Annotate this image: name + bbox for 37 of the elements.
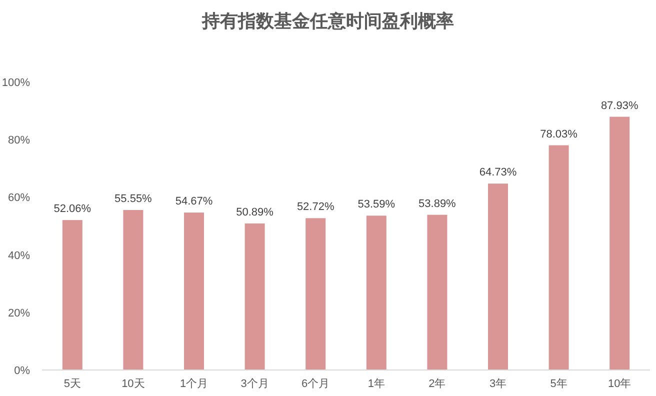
bar <box>184 212 204 370</box>
data-label: 52.06% <box>54 203 92 216</box>
x-tick-label: 2年 <box>428 378 446 390</box>
data-label: 78.03% <box>540 128 578 140</box>
bar <box>610 116 630 370</box>
x-tick-label: 10年 <box>608 378 632 390</box>
x-tick-label: 5年 <box>550 378 568 390</box>
bar <box>244 223 265 370</box>
data-label: 52.72% <box>296 201 334 214</box>
x-tick-label: 3个月 <box>240 378 269 390</box>
bar <box>548 145 569 370</box>
data-label: 50.89% <box>236 206 274 218</box>
y-tick-label: 20% <box>8 307 30 320</box>
bar <box>62 220 82 370</box>
y-tick-label: 0% <box>14 365 30 377</box>
x-tick-label: 3年 <box>489 378 507 390</box>
x-tick-label: 6个月 <box>302 378 330 390</box>
x-tick-label: 1年 <box>368 378 385 390</box>
bar <box>427 214 448 370</box>
bar <box>488 184 508 370</box>
data-label: 64.73% <box>479 166 517 179</box>
y-tick-label: 60% <box>8 192 30 204</box>
data-label: 53.89% <box>418 198 456 210</box>
x-tick-label: 1个月 <box>180 378 208 390</box>
bar <box>366 216 386 370</box>
y-tick-label: 100% <box>2 77 30 89</box>
chart-title: 持有指数基金任意时间盈利概率 <box>201 11 454 31</box>
y-tick-label: 80% <box>8 134 30 147</box>
data-label: 53.59% <box>358 198 396 211</box>
data-label: 54.67% <box>175 196 213 208</box>
x-tick-label: 5天 <box>64 378 81 390</box>
bar <box>123 210 144 370</box>
y-tick-label: 40% <box>8 250 30 262</box>
bar <box>306 218 326 370</box>
x-tick-label: 10天 <box>122 378 145 390</box>
data-label: 55.55% <box>114 193 152 206</box>
data-label: 87.93% <box>600 100 638 112</box>
